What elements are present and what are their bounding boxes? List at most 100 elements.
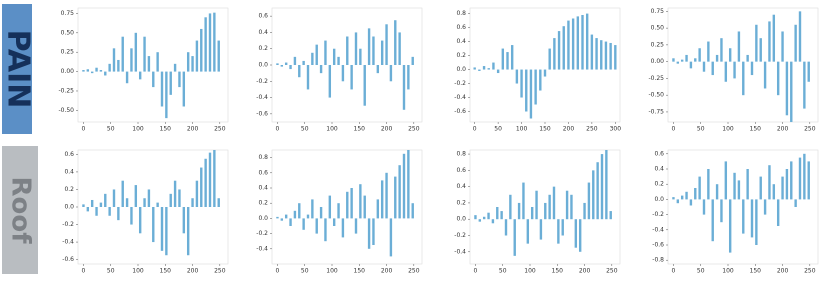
bar <box>152 71 155 88</box>
y-tick-label: -0.25 <box>648 75 664 82</box>
y-tick-label: -0.6 <box>256 110 268 117</box>
bar <box>728 48 732 62</box>
bar <box>698 48 701 62</box>
bar <box>746 169 749 200</box>
bar <box>385 172 388 219</box>
bar <box>319 65 323 74</box>
bar <box>186 207 190 256</box>
bar <box>746 54 749 62</box>
x-tick-label: 250 <box>804 268 816 275</box>
bar <box>195 180 199 207</box>
bar <box>581 14 584 70</box>
bar <box>680 59 684 62</box>
bar <box>720 38 723 62</box>
y-tick-label: -0.2 <box>62 221 74 228</box>
y-tick-label: 0.2 <box>258 200 268 207</box>
bar <box>306 214 310 219</box>
y-tick-label: -0.4 <box>454 248 466 255</box>
bar <box>90 71 94 74</box>
y-tick-label: -0.4 <box>256 94 268 101</box>
bar <box>213 12 216 72</box>
bar <box>544 202 547 220</box>
y-tick-label: 0.2 <box>654 181 664 188</box>
bar <box>595 38 598 70</box>
y-tick-label: 0.8 <box>456 151 466 158</box>
bar <box>526 219 530 244</box>
bar <box>372 36 375 65</box>
x-tick-label: 100 <box>132 126 144 133</box>
x-tick-label: 250 <box>214 126 226 133</box>
bar <box>500 211 503 220</box>
x-tick-label: 250 <box>214 268 226 275</box>
bar <box>583 202 586 220</box>
bar <box>807 61 810 82</box>
bar <box>173 180 177 207</box>
bar <box>389 218 393 257</box>
bar <box>702 199 706 215</box>
bar <box>376 199 380 219</box>
x-tick-label: 50 <box>494 126 502 133</box>
bar <box>685 54 688 62</box>
x-tick-label: 250 <box>804 126 816 133</box>
bar <box>680 195 684 200</box>
bar <box>506 52 509 70</box>
x-tick-label: 50 <box>301 268 309 275</box>
x-tick-label: 150 <box>750 268 762 275</box>
bar <box>130 48 133 72</box>
bar <box>798 157 802 200</box>
y-tick-label: -0.2 <box>454 80 466 87</box>
bar <box>711 61 714 76</box>
bar <box>781 176 784 200</box>
plot-frame <box>469 149 621 265</box>
x-tick-label: 0 <box>672 126 676 133</box>
bar <box>672 58 675 62</box>
bar <box>614 45 617 70</box>
bar <box>284 214 288 219</box>
bar <box>143 36 146 72</box>
bar <box>509 194 512 220</box>
bar <box>363 195 366 219</box>
bar <box>108 207 111 216</box>
bar <box>86 69 90 72</box>
bar <box>165 71 168 119</box>
bar <box>302 218 305 230</box>
x-tick-label: 250 <box>606 268 618 275</box>
y-tick-label: -0.50 <box>648 92 664 99</box>
bar <box>676 61 680 64</box>
y-tick-label: 0.75 <box>61 10 75 17</box>
bar <box>332 218 336 226</box>
y-tick-label: 0.2 <box>64 186 74 193</box>
bar <box>759 38 762 62</box>
bar <box>600 40 603 70</box>
y-tick-label: 0.2 <box>456 199 466 206</box>
bar <box>776 61 780 96</box>
bar <box>315 44 318 65</box>
y-tick-label: 0.6 <box>258 169 268 176</box>
bar <box>689 199 693 206</box>
bar <box>182 207 186 234</box>
y-tick-label: 0.6 <box>456 24 466 31</box>
bar <box>346 191 349 219</box>
y-tick-label: -0.4 <box>256 245 268 252</box>
bar <box>768 21 771 62</box>
plot-frame <box>667 149 819 265</box>
y-tick-label: -0.75 <box>648 108 664 115</box>
x-tick-label: 0 <box>473 126 477 133</box>
bar <box>82 70 85 72</box>
bar <box>698 176 701 200</box>
bar <box>562 26 565 70</box>
bar <box>394 20 397 65</box>
bar <box>543 69 547 77</box>
bar <box>534 69 537 105</box>
bar <box>359 48 362 65</box>
x-tick-label: 0 <box>82 268 86 275</box>
bar <box>496 69 500 74</box>
bar <box>200 28 203 72</box>
bar <box>380 40 384 65</box>
y-tick-label: -0.6 <box>652 242 664 249</box>
y-tick-label: 0.8 <box>258 154 268 161</box>
bar <box>311 199 314 219</box>
bar <box>504 219 508 236</box>
x-tick-label: 100 <box>132 268 144 275</box>
bar <box>768 165 771 200</box>
